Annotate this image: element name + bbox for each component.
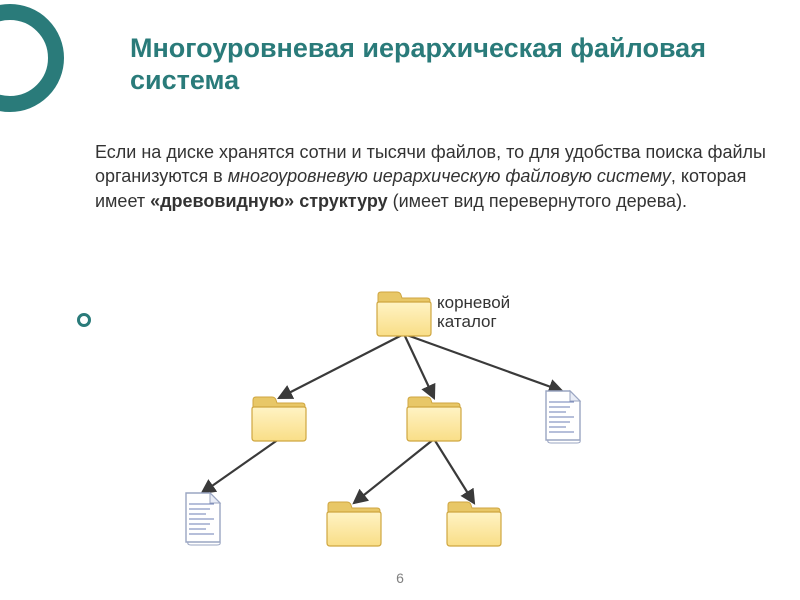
- page-number: 6: [0, 570, 800, 586]
- body-seg-italic: многоуровневую иерархическую файловую си…: [228, 166, 671, 186]
- root-label: корневойкаталог: [437, 294, 510, 331]
- tree-edge: [202, 439, 279, 493]
- body-paragraph: Если на диске хранятся сотни и тысячи фа…: [95, 140, 775, 213]
- folder-icon: [375, 290, 433, 338]
- folder-icon: [325, 500, 383, 548]
- folder-icon: [405, 395, 463, 443]
- decor-ring-small: [77, 313, 91, 327]
- folder-icon: [250, 395, 308, 443]
- body-seg-5: (имеет вид перевернутого дерева).: [388, 191, 687, 211]
- corner-ring-big: [0, 4, 64, 112]
- file-icon: [180, 490, 224, 546]
- page-title: Многоуровневая иерархическая файловая си…: [130, 32, 750, 97]
- root-label-l1: корневой: [437, 293, 510, 312]
- tree-edge: [279, 334, 404, 398]
- body-seg-bold: «древовидную» структуру: [150, 191, 388, 211]
- tree-edge: [354, 439, 434, 503]
- folder-icon: [445, 500, 503, 548]
- tree-edge: [434, 439, 474, 503]
- root-label-l2: каталог: [437, 312, 497, 331]
- file-icon: [540, 388, 584, 444]
- tree-diagram: корневойкаталог: [170, 290, 630, 560]
